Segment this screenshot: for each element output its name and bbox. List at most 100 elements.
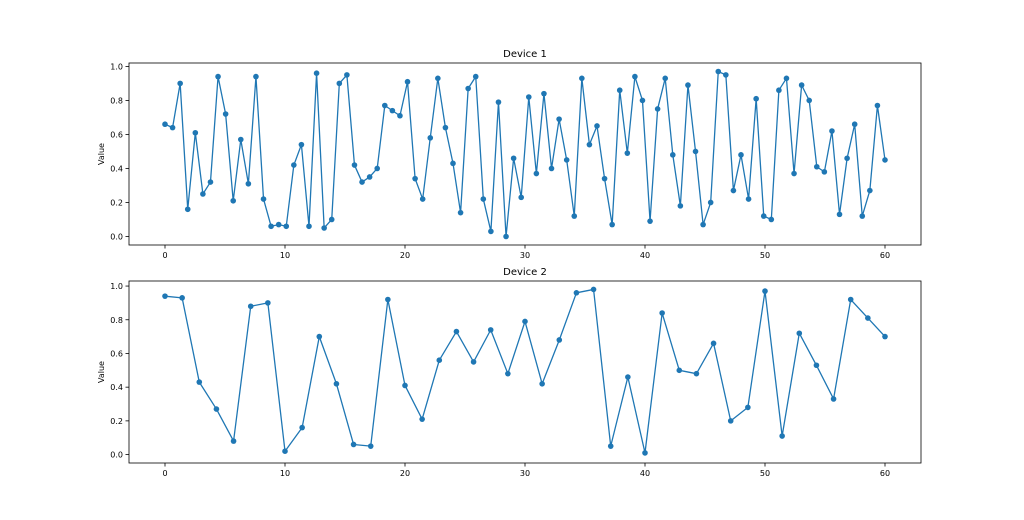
data-point (230, 438, 237, 444)
data-point (874, 102, 881, 109)
data-point (192, 129, 199, 136)
data-point (586, 141, 593, 148)
data-point (796, 330, 803, 337)
data-point (275, 221, 282, 228)
data-point (397, 112, 403, 119)
data-point (321, 225, 327, 231)
data-point (298, 141, 305, 148)
data-point (470, 359, 477, 365)
data-point (762, 288, 768, 294)
data-point (385, 296, 391, 303)
data-point (867, 187, 873, 194)
chart-title: Device 1 (503, 49, 547, 60)
data-point (844, 155, 850, 162)
data-point (710, 340, 717, 347)
data-point (207, 179, 214, 185)
data-point (177, 80, 183, 87)
data-point (419, 196, 426, 202)
x-tick-label: 40 (640, 469, 650, 478)
data-point (607, 443, 614, 449)
data-point (389, 107, 396, 114)
data-point (647, 218, 653, 224)
data-point (829, 128, 835, 134)
subplot-device-1: Device 1 Value 0 10 20 30 40 50 60 0.0 0.2 0.4 0.6 0.… (97, 49, 922, 260)
x-tick-label: 0 (162, 469, 167, 478)
data-point (179, 295, 185, 301)
data-point (505, 370, 511, 377)
data-point (265, 300, 271, 306)
y-axis-label: Value (97, 143, 106, 165)
y-tick-label: 1.0 (110, 282, 123, 291)
data-point (865, 315, 871, 321)
data-point (215, 73, 221, 80)
y-tick-label: 0.4 (110, 383, 123, 392)
data-point (783, 75, 790, 82)
data-point (525, 94, 532, 100)
data-point (624, 150, 631, 156)
data-point (715, 68, 722, 75)
x-tick-label: 20 (400, 251, 410, 260)
data-point (768, 216, 775, 223)
y-tick-label: 0.2 (110, 417, 123, 426)
data-point (488, 228, 494, 235)
x-tick-label: 60 (880, 469, 890, 478)
data-point (539, 380, 545, 387)
data-point (213, 406, 220, 412)
data-point (677, 203, 684, 209)
data-point (480, 196, 487, 202)
data-point (196, 379, 203, 385)
data-point (162, 293, 168, 299)
data-point (465, 85, 471, 92)
data-point (594, 123, 600, 129)
data-point (316, 333, 323, 340)
data-point (548, 165, 555, 172)
data-point (601, 175, 608, 182)
data-point (522, 318, 528, 325)
data-point (753, 95, 759, 102)
data-point (798, 82, 805, 88)
data-point (692, 148, 699, 155)
data-point (419, 416, 425, 422)
data-point (791, 170, 797, 177)
axes-frame (128, 62, 922, 246)
data-point (836, 211, 843, 218)
y-axis-label: Value (97, 361, 106, 383)
data-point (693, 370, 700, 377)
data-point (291, 162, 297, 168)
x-tick-label: 30 (520, 251, 530, 260)
data-point (700, 221, 706, 228)
data-point (556, 116, 562, 122)
data-point (350, 441, 357, 448)
data-point (344, 72, 350, 78)
y-tick-label: 0.8 (110, 316, 123, 325)
y-tick-label: 1.0 (110, 62, 123, 71)
data-point (541, 90, 547, 97)
data-point (366, 174, 373, 180)
data-point (247, 303, 254, 310)
data-point (336, 80, 343, 87)
data-point (457, 209, 464, 216)
data-point (625, 374, 631, 380)
x-tick-label: 50 (760, 251, 770, 260)
data-point (184, 206, 191, 213)
data-point (427, 135, 434, 141)
data-point (453, 328, 460, 335)
data-point (245, 180, 252, 187)
data-point (200, 191, 206, 197)
data-point (579, 75, 585, 82)
data-point (169, 124, 176, 131)
data-point (359, 179, 365, 185)
data-point (616, 87, 623, 94)
data-point (639, 97, 646, 104)
data-point (402, 382, 408, 389)
data-point (813, 362, 820, 369)
x-tick-label: 10 (280, 469, 290, 478)
data-point (313, 70, 320, 77)
data-point (676, 367, 683, 374)
data-point (847, 296, 854, 303)
data-point (662, 75, 669, 82)
data-point (487, 327, 494, 333)
subplot-device-2: Device 2 Value 0 10 20 30 40 50 60 0.0 0.2 0.4 0.6 0.… (97, 267, 922, 478)
